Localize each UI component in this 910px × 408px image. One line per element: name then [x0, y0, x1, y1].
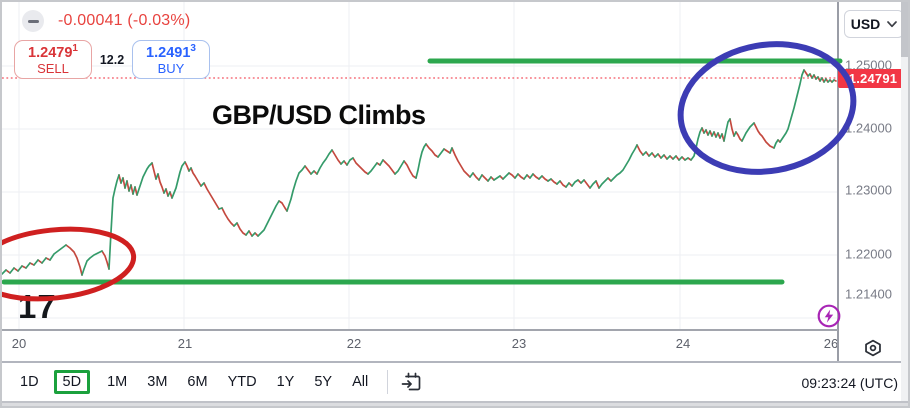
currency-dropdown[interactable]: USD: [844, 10, 904, 38]
scrollbar-track[interactable]: [901, 2, 908, 401]
range-6m[interactable]: 6M: [187, 374, 208, 390]
price-tick-1-25000: 1.25000: [845, 57, 892, 73]
range-3m[interactable]: 3M: [147, 374, 168, 390]
time-tick-23: 23: [511, 336, 527, 351]
buy-label: BUY: [157, 60, 185, 76]
range-1m[interactable]: 1M: [107, 374, 128, 390]
time-tick-20: 20: [11, 336, 27, 351]
range-1y[interactable]: 1Y: [276, 374, 295, 390]
go-to-date-calendar-icon[interactable]: [400, 370, 424, 394]
price-tick-1-24000: 1.24000: [845, 120, 892, 136]
buy-button[interactable]: 1.24913 BUY: [132, 40, 210, 79]
watermark-date: 17: [18, 288, 57, 325]
bottom-strip: [2, 402, 908, 406]
range-5d-selected[interactable]: 5D: [53, 370, 91, 394]
sell-button[interactable]: 1.24791 SELL: [14, 40, 92, 79]
currency-value: USD: [850, 16, 881, 32]
clock-utc[interactable]: 09:23:24 (UTC): [801, 375, 898, 391]
chart-headline-text: GBP/USD Climbs: [212, 100, 426, 130]
chevron-down-icon: [887, 20, 898, 27]
toolbar-divider-line: [2, 361, 908, 363]
time-tick-21: 21: [177, 336, 193, 351]
symbol-change-row: -0.00041 (-0.03%): [22, 10, 190, 32]
sell-price-sup: 1: [72, 42, 78, 54]
gear-icon[interactable]: [862, 337, 884, 359]
range-1d[interactable]: 1D: [20, 374, 39, 390]
time-tick-22: 22: [346, 336, 362, 351]
time-tick-26: 26: [823, 336, 839, 351]
buy-price: 1.2491: [146, 44, 191, 61]
scrollbar-thumb[interactable]: [901, 2, 908, 57]
sell-price: 1.2479: [28, 44, 73, 61]
spread-value: 12.2: [99, 52, 125, 67]
price-change-text: -0.00041 (-0.03%): [58, 12, 191, 29]
sell-label: SELL: [37, 60, 69, 76]
instant-order-lightning-icon[interactable]: [817, 304, 841, 328]
last-price-badge: 1.24791: [838, 69, 908, 88]
range-ytd[interactable]: YTD: [227, 374, 257, 390]
price-tick-1-23000: 1.23000: [845, 182, 892, 198]
collapse-minus-icon[interactable]: [22, 10, 44, 32]
toolbar-separator: [387, 370, 389, 394]
time-tick-24: 24: [675, 336, 691, 351]
price-tick-1-21400: 1.21400: [845, 286, 892, 302]
range-all[interactable]: All: [352, 374, 369, 390]
bottom-border: [2, 401, 908, 403]
price-tick-1-22000: 1.22000: [845, 246, 892, 262]
range-5y[interactable]: 5Y: [314, 374, 333, 390]
range-toolbar: 1D 5D 1M 3M 6M YTD 1Y 5Y All: [15, 365, 424, 399]
time-axis-border: [2, 329, 838, 331]
buy-price-sup: 3: [190, 42, 196, 54]
order-quote-row: 1.24791 SELL 12.2 1.24913 BUY: [14, 40, 210, 79]
price-axis-border: [837, 2, 839, 362]
